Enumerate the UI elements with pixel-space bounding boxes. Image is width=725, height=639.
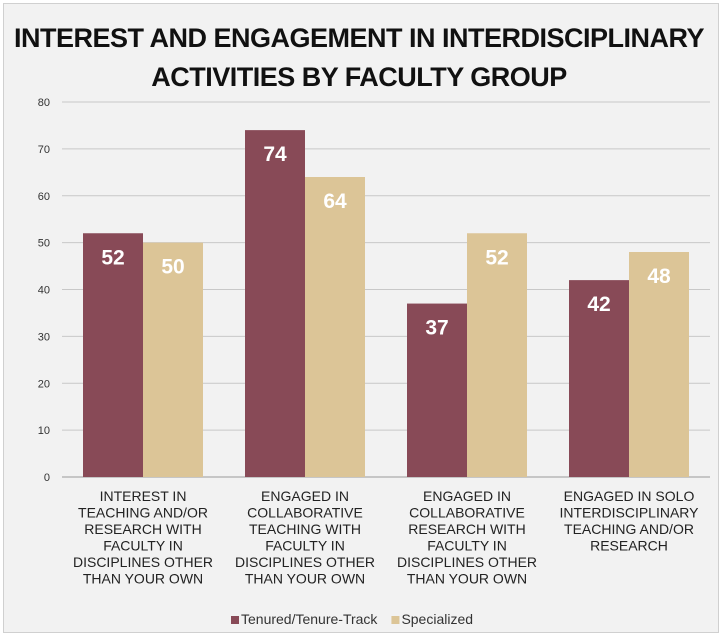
- y-tick-label: 70: [38, 144, 50, 156]
- data-label: 42: [587, 293, 610, 316]
- category-label-line: ENGAGED IN SOLO: [564, 488, 695, 504]
- y-tick-label: 20: [38, 378, 50, 390]
- category-label-line: COLLABORATIVE: [409, 505, 525, 521]
- category-label-line: INTEREST IN: [100, 488, 187, 504]
- data-label: 52: [101, 246, 124, 269]
- category-label-line: FACULTY IN: [265, 538, 345, 554]
- bar: [569, 280, 629, 477]
- chart-frame: INTEREST AND ENGAGEMENT IN INTERDISCIPLI…: [3, 3, 719, 633]
- category-label-line: THAN YOUR OWN: [407, 571, 527, 587]
- legend-label: Tenured/Tenure-Track: [241, 611, 378, 627]
- category-label-line: DISCIPLINES OTHER: [235, 554, 375, 570]
- data-label: 50: [161, 256, 184, 279]
- category-label-line: DISCIPLINES OTHER: [397, 554, 537, 570]
- bar: [407, 303, 467, 477]
- y-tick-label: 80: [38, 97, 50, 109]
- y-tick-label: 50: [38, 238, 50, 250]
- y-tick-label: 30: [38, 331, 50, 343]
- data-label: 74: [263, 143, 287, 166]
- category-label-line: FACULTY IN: [103, 538, 183, 554]
- data-label: 48: [647, 265, 671, 288]
- legend-label: Specialized: [401, 611, 473, 627]
- bars: [83, 130, 689, 477]
- data-labels: 52 50 74 64 37 52 42 48: [101, 143, 671, 339]
- y-tick-label: 60: [38, 191, 50, 203]
- data-label: 37: [425, 317, 448, 340]
- category-label-line: THAN YOUR OWN: [245, 571, 365, 587]
- bar: [143, 242, 203, 477]
- y-tick-label: 10: [38, 425, 50, 437]
- legend: Tenured/Tenure-Track Specialized: [231, 611, 473, 627]
- legend-swatch: [231, 616, 239, 624]
- category-label-line: TEACHING AND/OR: [564, 521, 694, 537]
- y-tick-label: 0: [44, 472, 50, 484]
- category-label-line: THAN YOUR OWN: [83, 571, 203, 587]
- legend-swatch: [391, 616, 400, 624]
- category-label-line: TEACHING AND/OR: [78, 505, 208, 521]
- category-label-line: RESEARCH WITH: [408, 521, 525, 537]
- bar: [83, 233, 143, 477]
- chart-svg: INTEREST AND ENGAGEMENT IN INTERDISCIPLI…: [14, 23, 710, 627]
- category-label-line: DISCIPLINES OTHER: [73, 554, 213, 570]
- bar: [467, 233, 527, 477]
- category-label-line: INTERDISCIPLINARY: [560, 505, 700, 521]
- category-label-line: COLLABORATIVE: [247, 505, 363, 521]
- category-label-line: FACULTY IN: [427, 538, 507, 554]
- category-label-line: TEACHING WITH: [249, 521, 361, 537]
- y-axis-ticks: 0 10 20 30 40 50 60 70 80: [38, 97, 50, 484]
- bar: [245, 130, 305, 477]
- data-label: 64: [323, 190, 347, 213]
- chart-title-line-2: ACTIVITIES BY FACULTY GROUP: [151, 62, 567, 92]
- data-label: 52: [485, 246, 508, 269]
- chart-title-line-1: INTEREST AND ENGAGEMENT IN INTERDISCIPLI…: [14, 23, 705, 53]
- bar: [305, 177, 365, 477]
- category-label-line: RESEARCH: [590, 538, 668, 554]
- category-label-line: ENGAGED IN: [261, 488, 349, 504]
- category-label-line: ENGAGED IN: [423, 488, 511, 504]
- bar: [629, 252, 689, 477]
- y-tick-label: 40: [38, 285, 50, 297]
- category-label-line: RESEARCH WITH: [84, 521, 201, 537]
